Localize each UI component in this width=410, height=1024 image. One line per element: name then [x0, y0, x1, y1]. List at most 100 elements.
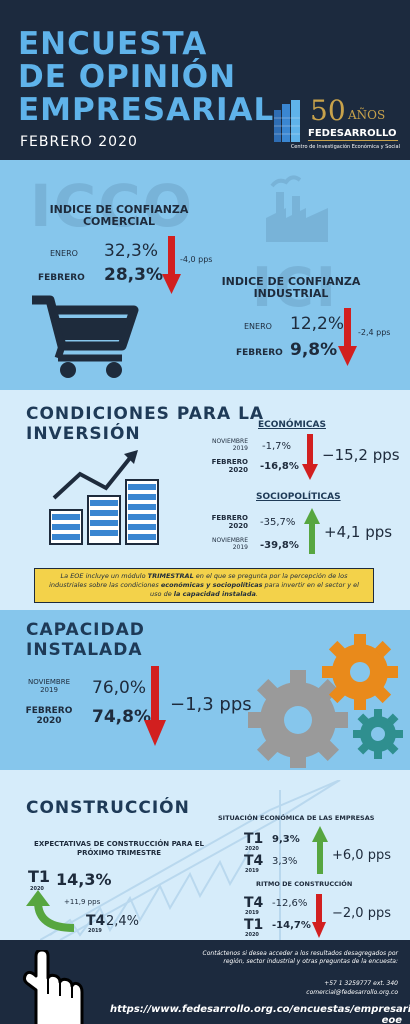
ici-down-arrow-icon: [338, 308, 357, 366]
footer-url-link[interactable]: https://www.fedesarrollo.org.co/encuesta…: [110, 1004, 410, 1024]
ici-row1-label: ENERO: [244, 322, 272, 331]
sociopoliticas-row2-label-a: NOVIEMBRE: [211, 537, 248, 544]
expectativas-t1-year: 2020: [30, 886, 44, 892]
footer-contact-line1: Contáctenos si desea acceder a los resul…: [202, 950, 398, 957]
expectativas-t4-year: 2019: [88, 928, 102, 934]
capacity-row1-value: 76,0%: [92, 678, 147, 698]
trimestral-module-note: La EOE incluye un módulo TRIMESTRAL en e…: [34, 568, 374, 603]
construction-section: CONSTRUCCIÓN EXPECTATIVAS DE CONSTRUCCIÓ…: [0, 770, 410, 940]
economicas-down-arrow-icon: [302, 434, 318, 480]
sociopoliticas-row2-value: -39,8%: [260, 540, 299, 551]
expectativas-up-curve-arrow-icon: [26, 890, 75, 932]
capacity-row2-label: FEBRERO 2020: [22, 706, 76, 726]
situacion-delta: +6,0 pps: [332, 848, 391, 863]
sociopoliticas-heading: SOCIOPOLÍTICAS: [256, 492, 341, 502]
ritmo-t1-year: 2020: [245, 932, 259, 938]
sociopoliticas-up-arrow-icon: [304, 508, 320, 554]
logo-name: FEDESARROLLO: [308, 128, 397, 139]
note-part-f: la capacidad instalada: [173, 590, 256, 598]
economicas-row2-value: -16,8%: [260, 461, 299, 472]
sociopoliticas-row2-label: NOVIEMBRE 2019: [196, 537, 248, 551]
footer: Contáctenos si desea acceder a los resul…: [0, 940, 410, 1024]
situacion-t4-label: T4: [244, 853, 264, 869]
economicas-heading: ECONÓMICAS: [258, 420, 326, 430]
icco-down-arrow-icon: [162, 236, 181, 294]
economicas-row2-label-a: FEBRERO: [211, 458, 248, 466]
capacity-row2-label-a: FEBRERO: [25, 706, 73, 716]
icco-background-text: ICCO: [30, 172, 195, 240]
situacion-t4-value: 3,3%: [272, 856, 298, 867]
economicas-delta: −15,2 pps: [322, 446, 400, 464]
ici-row2-label: FEBRERO: [236, 348, 283, 358]
economicas-row2-label-b: 2020: [228, 466, 248, 474]
ritmo-t1-label: T1: [244, 917, 264, 933]
note-part-e: para invertir en el sector y el uso de: [150, 581, 359, 598]
icco-row2-value: 28,3%: [104, 265, 163, 285]
capacity-heading-line1: CAPACIDAD: [26, 620, 145, 640]
situacion-t1-year: 2020: [245, 846, 259, 852]
gears-icon: [248, 634, 403, 768]
sociopoliticas-row2-label-b: 2019: [232, 544, 248, 551]
logo-number: 50: [310, 94, 346, 127]
economicas-row1-label: NOVIEMBRE 2019: [196, 438, 248, 452]
capacity-delta: −1,3 pps: [170, 694, 252, 715]
ici-delta: -2,4 pps: [358, 328, 391, 337]
footer-phone: +57 1 3259777 ext. 340: [324, 980, 398, 987]
crane-icon: [40, 780, 341, 940]
economicas-row1-value: -1,7%: [262, 441, 292, 452]
economicas-row2-label: FEBRERO 2020: [196, 458, 248, 474]
capacity-row2-value: 74,8%: [92, 707, 151, 727]
logo-anos: AÑOS: [348, 108, 386, 122]
sociopoliticas-row1-label-a: FEBRERO: [211, 514, 248, 522]
capacity-heading-line2: INSTALADA: [26, 640, 143, 660]
sociopoliticas-row1-label: FEBRERO 2020: [196, 514, 248, 530]
investment-heading-line1: CONDICIONES PARA LA: [26, 404, 265, 424]
note-part-a: La EOE incluye un módulo: [60, 572, 148, 580]
capacity-row1-label: NOVIEMBRE 2019: [22, 678, 76, 694]
logo-divider: [308, 140, 398, 141]
ritmo-down-arrow-icon: [312, 894, 326, 938]
ritmo-t4-label: T4: [244, 895, 264, 911]
situacion-t1-label: T1: [244, 831, 264, 847]
situacion-t1-value: 9,3%: [272, 834, 300, 845]
ritmo-heading: RITMO DE CONSTRUCCIÓN: [256, 880, 353, 888]
economicas-row1-label-a: NOVIEMBRE: [211, 438, 248, 445]
ritmo-t4-year: 2019: [245, 910, 259, 916]
growth-coins-icon: [49, 450, 159, 545]
footer-email[interactable]: comercial@fedesarrollo.org.co: [306, 989, 398, 996]
ici-heading: INDICE DE CONFIANZA INDUSTRIAL: [221, 275, 361, 300]
footer-contact-text: Contáctenos si desea acceder a los resul…: [150, 950, 398, 966]
ritmo-t4-value: -12,6%: [272, 898, 308, 909]
title-line-1: ENCUESTA: [18, 26, 208, 62]
icco-delta: -4,0 pps: [180, 255, 213, 264]
construction-heading: CONSTRUCCIÓN: [26, 798, 190, 818]
note-part-b: TRIMESTRAL: [147, 572, 194, 580]
expectativas-heading: EXPECTATIVAS DE CONSTRUCCIÓN PARA EL PRÓ…: [34, 840, 204, 857]
factory-icon: [266, 175, 328, 242]
expectativas-t1-label: T1: [28, 867, 51, 886]
situacion-t4-year: 2019: [245, 868, 259, 874]
title-line-3: EMPRESARIAL: [18, 92, 275, 128]
sociopoliticas-row1-value: -35,7%: [260, 517, 296, 528]
note-part-d: económicas y sociopolíticas: [160, 581, 263, 589]
header: ENCUESTA DE OPINIÓN EMPRESARIAL FEBRERO …: [0, 0, 410, 160]
note-part-c: en el que se pregunta por la percepción …: [49, 572, 348, 589]
ici-row1-value: 12,2%: [290, 314, 345, 334]
expectativas-t1-value: 14,3%: [56, 870, 112, 889]
icco-row1-label: ENERO: [50, 249, 78, 258]
installed-capacity-section: CAPACIDAD INSTALADA NOVIEMBRE 2019 76,0%…: [0, 610, 410, 770]
capacity-down-arrow-icon: [144, 666, 166, 746]
investment-heading-line2: INVERSIÓN: [26, 424, 141, 444]
pointing-hand-icon: [22, 950, 84, 1024]
capacity-row2-label-b: 2020: [36, 716, 62, 726]
shopping-cart-icon: [32, 295, 139, 378]
icco-heading: INDICE DE CONFIANZA COMERCIAL: [49, 203, 189, 228]
expectativas-delta: +11,9 pps: [64, 898, 101, 906]
icco-row2-label: FEBRERO: [38, 273, 85, 283]
fedesarrollo-logo: 50 AÑOS FEDESARROLLO Centro de Investiga…: [272, 94, 400, 154]
title-line-2: DE OPINIÓN: [18, 59, 237, 95]
capacity-row1-label-b: 2019: [40, 686, 58, 694]
page-subtitle: FEBRERO 2020: [20, 134, 138, 150]
ici-row2-value: 9,8%: [290, 340, 338, 360]
economicas-row1-label-b: 2019: [232, 445, 248, 452]
